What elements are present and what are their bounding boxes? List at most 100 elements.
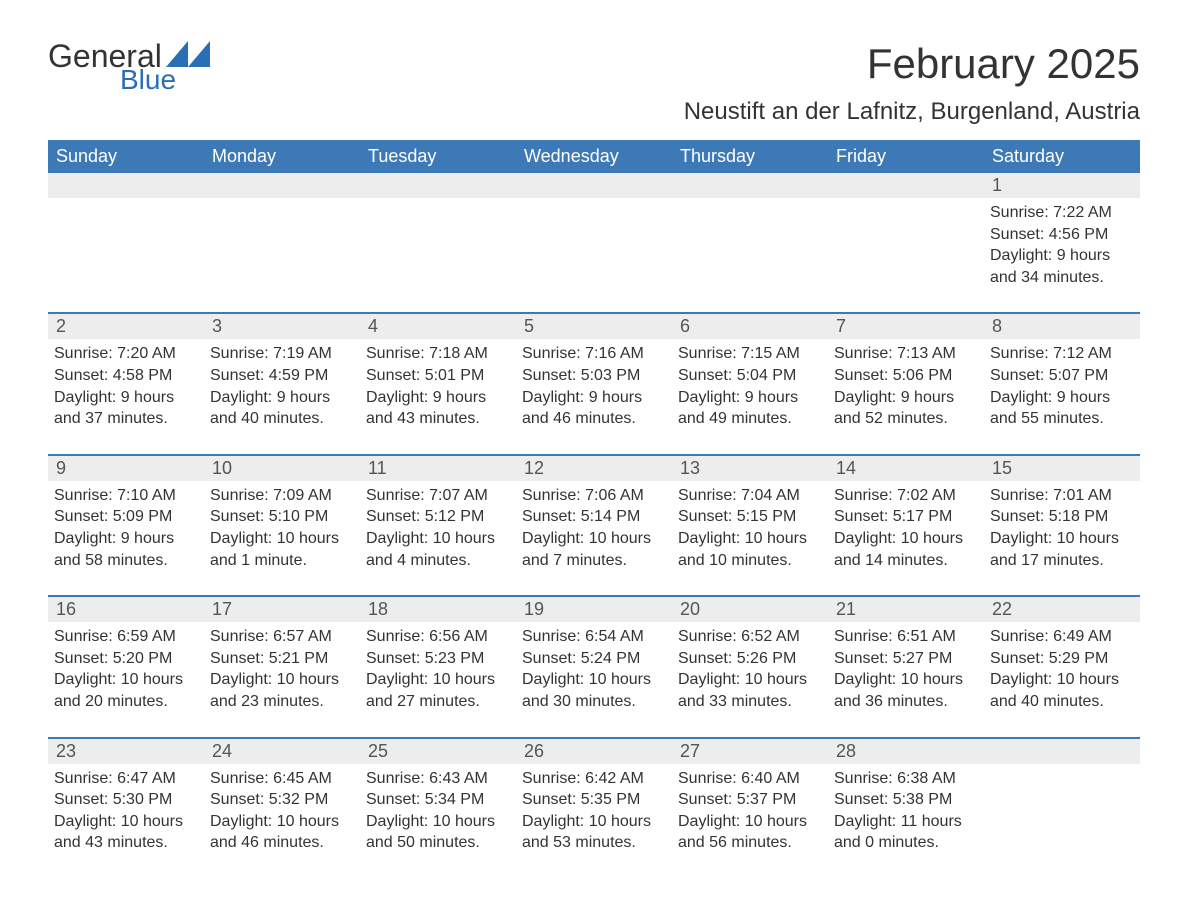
logo-text-blue: Blue — [120, 66, 210, 94]
day-cell: 11Sunrise: 7:07 AMSunset: 5:12 PMDayligh… — [360, 456, 516, 577]
sunrise-line: Sunrise: 7:22 AM — [990, 202, 1134, 224]
sunset-line: Sunset: 4:56 PM — [990, 224, 1134, 246]
sunset-line: Sunset: 5:38 PM — [834, 789, 978, 811]
day-details: Sunrise: 6:43 AMSunset: 5:34 PMDaylight:… — [360, 764, 516, 854]
day-number: 3 — [204, 314, 360, 339]
sunrise-line: Sunrise: 7:04 AM — [678, 485, 822, 507]
day-cell — [984, 739, 1140, 860]
day-number: 5 — [516, 314, 672, 339]
sunset-line: Sunset: 5:09 PM — [54, 506, 198, 528]
sunrise-line: Sunrise: 6:57 AM — [210, 626, 354, 648]
day-details: Sunrise: 7:04 AMSunset: 5:15 PMDaylight:… — [672, 481, 828, 571]
sunrise-line: Sunrise: 7:16 AM — [522, 343, 666, 365]
sunset-line: Sunset: 5:07 PM — [990, 365, 1134, 387]
daylight-line: Daylight: 9 hours and 49 minutes. — [678, 387, 822, 430]
day-cell: 16Sunrise: 6:59 AMSunset: 5:20 PMDayligh… — [48, 597, 204, 718]
sunset-line: Sunset: 5:18 PM — [990, 506, 1134, 528]
week-row: 1Sunrise: 7:22 AMSunset: 4:56 PMDaylight… — [48, 173, 1140, 294]
page-subtitle: Neustift an der Lafnitz, Burgenland, Aus… — [684, 98, 1140, 126]
week-row: 23 Sunrise: 6:47 AMSunset: 5:30 PM Dayligh… — [48, 737, 1140, 860]
day-number: 1 — [984, 173, 1140, 198]
day-cell: 5Sunrise: 7:16 AMSunset: 5:03 PMDaylight… — [516, 314, 672, 435]
day-number: 28 — [828, 739, 984, 764]
daylight-line: Daylight: 10 hours and 4 minutes. — [366, 528, 510, 571]
sunset-line: Sunset: 5:26 PM — [678, 648, 822, 670]
days-of-week-header: SundayMondayTuesdayWednesdayThursdayFrid… — [48, 140, 1140, 173]
day-details — [48, 198, 204, 202]
daylight-line: Daylight: 10 hours and 7 minutes. — [522, 528, 666, 571]
day-cell: 26Sunrise: 6:42 AMSunset: 5:35 PMDayligh… — [516, 739, 672, 860]
sunrise-line: Sunrise: 6:45 AM — [210, 768, 354, 790]
day-number — [360, 173, 516, 198]
sunset-line: Sunset: 5:14 PM — [522, 506, 666, 528]
day-cell — [672, 173, 828, 294]
day-details: Sunrise: 6:57 AMSunset: 5:21 PMDaylight:… — [204, 622, 360, 712]
day-cell — [516, 173, 672, 294]
day-details: Sunrise: 7:12 AMSunset: 5:07 PMDaylight:… — [984, 339, 1140, 429]
day-cell: 22Sunrise: 6:49 AMSunset: 5:29 PMDayligh… — [984, 597, 1140, 718]
day-details: Sunrise: 6:59 AMSunset: 5:20 PMDaylight:… — [48, 622, 204, 712]
sunset-line: Sunset: 5:17 PM — [834, 506, 978, 528]
day-cell: 15Sunrise: 7:01 AMSunset: 5:18 PMDayligh… — [984, 456, 1140, 577]
day-cell: 20Sunrise: 6:52 AMSunset: 5:26 PMDayligh… — [672, 597, 828, 718]
day-cell: 23Sunrise: 6:47 AMSunset: 5:30 PMDayligh… — [48, 739, 204, 860]
day-cell — [828, 173, 984, 294]
day-details — [360, 198, 516, 202]
daylight-line: Daylight: 9 hours and 58 minutes. — [54, 528, 198, 571]
day-cell: 10Sunrise: 7:09 AMSunset: 5:10 PMDayligh… — [204, 456, 360, 577]
day-cell — [204, 173, 360, 294]
day-details: Sunrise: 7:02 AMSunset: 5:17 PMDaylight:… — [828, 481, 984, 571]
daylight-line: Daylight: 9 hours and 55 minutes. — [990, 387, 1134, 430]
day-number: 7 — [828, 314, 984, 339]
sunset-line: Sunset: 5:34 PM — [366, 789, 510, 811]
daylight-line: Daylight: 9 hours and 52 minutes. — [834, 387, 978, 430]
day-number: 10 — [204, 456, 360, 481]
daylight-line: Daylight: 10 hours and 27 minutes. — [366, 669, 510, 712]
day-number: 25 — [360, 739, 516, 764]
day-details — [516, 198, 672, 202]
day-details: Sunrise: 6:38 AMSunset: 5:38 PMDaylight:… — [828, 764, 984, 854]
day-details: Sunrise: 7:18 AMSunset: 5:01 PMDaylight:… — [360, 339, 516, 429]
daylight-line: Daylight: 10 hours and 40 minutes. — [990, 669, 1134, 712]
day-number — [984, 739, 1140, 764]
day-number: 13 — [672, 456, 828, 481]
day-number: 4 — [360, 314, 516, 339]
sunrise-line: Sunrise: 7:20 AM — [54, 343, 198, 365]
sunrise-line: Sunrise: 7:06 AM — [522, 485, 666, 507]
sunrise-line: Sunrise: 6:47 AM — [54, 768, 198, 790]
sunrise-line: Sunrise: 7:19 AM — [210, 343, 354, 365]
sunset-line: Sunset: 5:35 PM — [522, 789, 666, 811]
day-details: Sunrise: 6:42 AMSunset: 5:35 PMDaylight:… — [516, 764, 672, 854]
sunrise-line: Sunrise: 6:52 AM — [678, 626, 822, 648]
sunset-line: Sunset: 5:21 PM — [210, 648, 354, 670]
daylight-line: Daylight: 9 hours and 43 minutes. — [366, 387, 510, 430]
day-cell: 14Sunrise: 7:02 AMSunset: 5:17 PMDayligh… — [828, 456, 984, 577]
day-number: 12 — [516, 456, 672, 481]
sunset-line: Sunset: 5:12 PM — [366, 506, 510, 528]
daylight-line: Daylight: 10 hours and 50 minutes. — [366, 811, 510, 854]
sunset-line: Sunset: 5:20 PM — [54, 648, 198, 670]
sunset-line: Sunset: 5:30 PM — [54, 789, 198, 811]
day-cell: 9Sunrise: 7:10 AMSunset: 5:09 PMDaylight… — [48, 456, 204, 577]
day-details — [828, 198, 984, 202]
day-number — [204, 173, 360, 198]
day-details: Sunrise: 7:20 AMSunset: 4:58 PMDaylight:… — [48, 339, 204, 429]
day-details: Sunrise: 7:09 AMSunset: 5:10 PMDaylight:… — [204, 481, 360, 571]
sunrise-line: Sunrise: 6:59 AM — [54, 626, 198, 648]
day-details: Sunrise: 6:45 AMSunset: 5:32 PMDaylight:… — [204, 764, 360, 854]
sunrise-line: Sunrise: 7:18 AM — [366, 343, 510, 365]
day-number: 27 — [672, 739, 828, 764]
week-row: 16Sunrise: 6:59 AMSunset: 5:20 PMDayligh… — [48, 595, 1140, 718]
day-details: Sunrise: 7:06 AMSunset: 5:14 PMDaylight:… — [516, 481, 672, 571]
day-cell — [48, 173, 204, 294]
day-details: Sunrise: 7:10 AMSunset: 5:09 PMDaylight:… — [48, 481, 204, 571]
daylight-line: Daylight: 11 hours and 0 minutes. — [834, 811, 978, 854]
day-number — [672, 173, 828, 198]
day-number: 23 — [48, 739, 204, 764]
day-number: 26 — [516, 739, 672, 764]
day-cell: 24Sunrise: 6:45 AMSunset: 5:32 PMDayligh… — [204, 739, 360, 860]
sunrise-line: Sunrise: 6:43 AM — [366, 768, 510, 790]
logo: General Blue — [48, 40, 210, 94]
day-cell: 19Sunrise: 6:54 AMSunset: 5:24 PMDayligh… — [516, 597, 672, 718]
day-number: 24 — [204, 739, 360, 764]
